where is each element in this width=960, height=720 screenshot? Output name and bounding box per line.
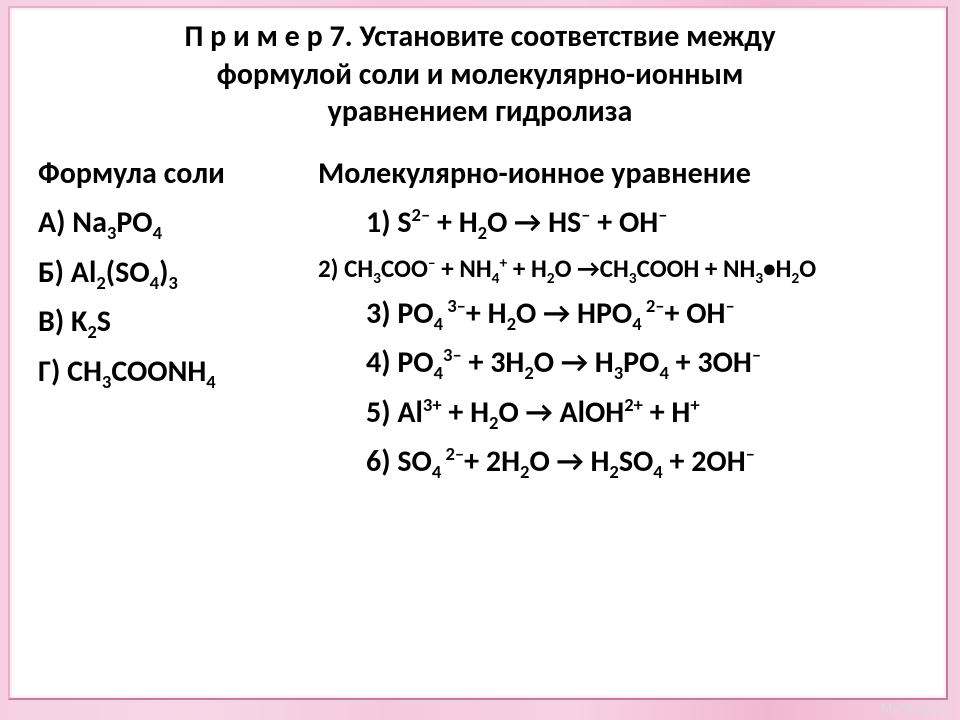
slide-title: П р и м е р 7. Установите соответствие м… bbox=[38, 18, 922, 131]
title-line-1: П р и м е р 7. Установите соответствие м… bbox=[184, 18, 775, 55]
right-header: Молекулярно-ионное уравнение bbox=[318, 149, 922, 199]
left-column: Формула соли А) Na3PO4 Б) Al2(SO4)3 В) K… bbox=[38, 149, 318, 487]
equation-5: 5) Al3+ + H2O → AlOH2+ + H+ bbox=[318, 388, 922, 438]
slide: П р и м е р 7. Установите соответствие м… bbox=[8, 6, 948, 700]
right-column: Молекулярно-ионное уравнение 1) S2– + H2… bbox=[318, 149, 922, 487]
watermark: MyShared bbox=[881, 700, 946, 716]
salt-g: Г) CH3COONH4 bbox=[38, 347, 318, 397]
salt-a: А) Na3PO4 bbox=[38, 198, 318, 248]
equation-1: 1) S2– + H2O → HS– + OH– bbox=[318, 198, 922, 248]
left-header: Формула соли bbox=[38, 149, 318, 199]
content-columns: Формула соли А) Na3PO4 Б) Al2(SO4)3 В) K… bbox=[38, 149, 922, 487]
equation-4: 4) PO43– + 3H2O → H3PO4 + 3OH– bbox=[318, 338, 922, 388]
equation-6: 6) SO4 2–+ 2H2O → H2SO4 + 2OH– bbox=[318, 437, 922, 487]
title-line-2: формулой соли и молекулярно-ионным bbox=[217, 56, 744, 93]
equation-3: 3) PO4 3–+ H2O → HPO4 2–+ OH– bbox=[318, 289, 922, 339]
salt-v: В) K2S bbox=[38, 297, 318, 347]
salt-b: Б) Al2(SO4)3 bbox=[38, 248, 318, 298]
equation-2: 2) CH3COO– + NH4+ + H2O →CH3COOH + NH3•H… bbox=[318, 248, 922, 289]
title-line-3: уравнением гидролиза bbox=[328, 93, 633, 130]
